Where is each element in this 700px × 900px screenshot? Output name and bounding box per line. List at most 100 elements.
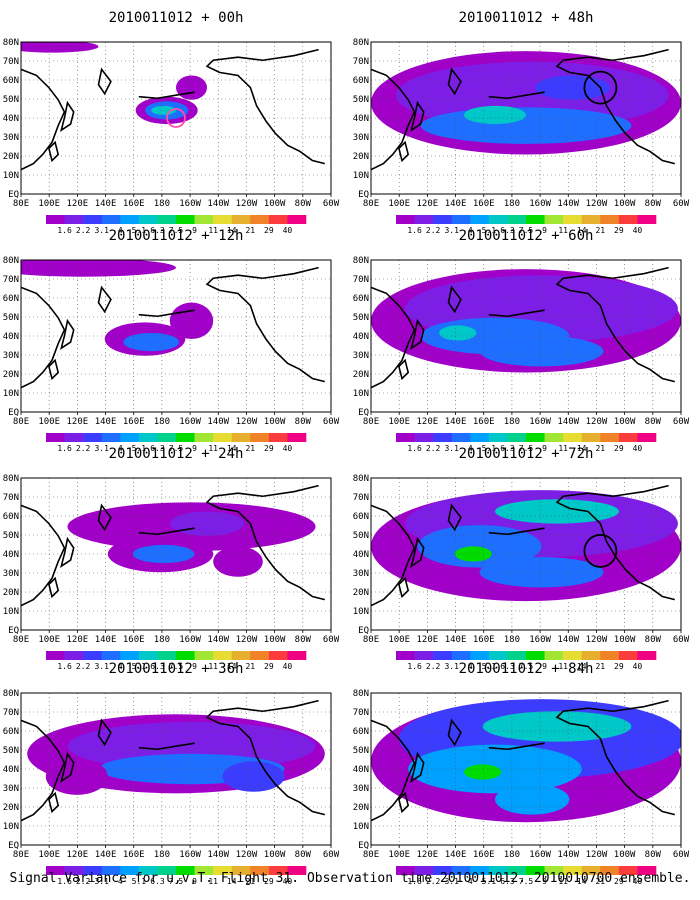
colorbar-label: 5.1 [482, 444, 497, 453]
lat-tick-label: 20N [353, 152, 369, 162]
lat-tick-label: 80N [3, 474, 19, 484]
colorbar-swatch [618, 433, 638, 442]
lon-tick-label: 120E [417, 417, 439, 427]
lon-tick-label: 180 [154, 417, 170, 427]
lon-tick-label: 160W [179, 417, 201, 427]
colorbar-label: 2.2 [76, 226, 91, 235]
lon-tick-label: 140W [207, 850, 229, 860]
colorbar-label: 11 [208, 662, 218, 671]
lon-tick-label: 160E [123, 635, 145, 645]
colorbar-swatch [637, 215, 657, 224]
panel-title: 2010011012 + 00h [109, 10, 244, 26]
coastlines [371, 50, 675, 170]
colorbar-swatch [637, 651, 657, 660]
colorbar-swatch [83, 651, 103, 660]
lat-tick-label: 30N [3, 569, 19, 579]
colorbar-swatch [268, 433, 288, 442]
lon-tick-label: 100E [38, 199, 60, 209]
coastline [489, 310, 545, 316]
colorbar-swatch [600, 651, 620, 660]
coastline [399, 793, 408, 811]
colorbar-label: 29 [264, 226, 274, 235]
lat-tick-label: 60N [353, 294, 369, 304]
lat-tick-label: 20N [353, 803, 369, 813]
map-panel: 2010011012 + 60h 80E 100E 120E 140E 160E 180 16… [353, 228, 690, 453]
lat-tick-label: 40N [353, 332, 369, 342]
lon-tick-label: 80E [13, 850, 29, 860]
lon-tick-label: 160E [123, 417, 145, 427]
colorbar-label: 1.6 [407, 226, 422, 235]
colorbar-label: 14 [577, 444, 587, 453]
coastline [371, 69, 414, 169]
colorbar-swatch [64, 215, 84, 224]
coastlines [21, 268, 325, 388]
colorbar-swatch [120, 433, 140, 442]
colorbar-label: 21 [245, 662, 255, 671]
variance-contour [222, 761, 285, 792]
colorbar-label: 1.6 [57, 662, 72, 671]
colorbar-swatch [600, 433, 620, 442]
colorbar-label: 9 [542, 226, 547, 235]
colorbar-swatch [157, 651, 177, 660]
target-circle [583, 70, 618, 105]
colorbar-swatch [488, 866, 508, 875]
lon-tick-label: 80E [363, 417, 379, 427]
lat-tick-label: EQ [358, 190, 369, 200]
lon-tick-label: 60W [673, 850, 690, 860]
lon-tick-label: 120W [236, 199, 258, 209]
coastline [449, 720, 461, 744]
lat-tick-label: EQ [8, 190, 19, 200]
lon-tick-label: 80W [645, 199, 662, 209]
lon-tick-label: 140E [445, 417, 467, 427]
variance-contour [417, 525, 542, 568]
map-frame [20, 477, 332, 631]
coastlines [371, 268, 675, 388]
coastline [21, 69, 64, 169]
lon-tick-label: 140W [207, 635, 229, 645]
lon-tick-label: 140E [95, 417, 117, 427]
coastline [61, 321, 73, 348]
colorbar: 1.6 2.2 3.1 4 5.1 6.3 7.5 9 11 14 21 29 40 [396, 215, 657, 235]
colorbar: 1.6 2.2 3.1 4 5.1 6.3 7.5 9 11 14 21 29 40 [46, 651, 307, 671]
lon-tick-label: 100W [264, 199, 286, 209]
colorbar-label: 2.2 [76, 877, 91, 886]
lon-tick-label: 80E [363, 635, 379, 645]
colorbar-label: 7.5 [169, 226, 184, 235]
colorbar-swatch [414, 866, 434, 875]
colorbar-swatch [194, 866, 214, 875]
variance-contour [464, 105, 526, 125]
lat-tick-label: 40N [353, 550, 369, 560]
coastline [557, 701, 675, 815]
colorbar-swatch [287, 433, 307, 442]
panel-title: 2010011012 + 36h [109, 661, 244, 677]
colorbar-swatch [250, 215, 270, 224]
variance-contour [169, 511, 245, 536]
lat-tick-label: 60N [353, 512, 369, 522]
colorbar-swatch [46, 866, 65, 875]
colorbar-label: 6.3 [150, 877, 165, 886]
colorbar-swatch [544, 866, 564, 875]
lon-tick-label: 80W [295, 417, 312, 427]
lat-tick-label: 10N [3, 171, 19, 181]
lat-tick-label: 60N [353, 76, 369, 86]
colorbar: 1.6 2.2 3.1 4 5.1 6.3 7.5 9 11 14 21 29 40 [46, 866, 307, 886]
variance-contour [495, 499, 619, 524]
lon-tick-label: 60W [323, 417, 340, 427]
coastline [399, 578, 408, 596]
lon-tick-label: 100W [614, 199, 636, 209]
colorbar-label: 14 [227, 662, 237, 671]
lat-tick-label: 40N [353, 114, 369, 124]
colorbar-swatch [563, 651, 583, 660]
lat-tick-label: 80N [353, 474, 369, 484]
lon-tick-label: 60W [323, 635, 340, 645]
colorbar-label: 29 [614, 662, 624, 671]
colorbar-swatch [83, 433, 103, 442]
colorbar-label: 40 [633, 877, 643, 886]
colorbar-label: 9 [192, 877, 197, 886]
colorbar-label: 29 [264, 877, 274, 886]
colorbar-swatch [287, 651, 307, 660]
lat-tick-label: EQ [358, 408, 369, 418]
colorbar-label: 7.5 [519, 877, 534, 886]
lon-tick-label: 140W [557, 199, 579, 209]
